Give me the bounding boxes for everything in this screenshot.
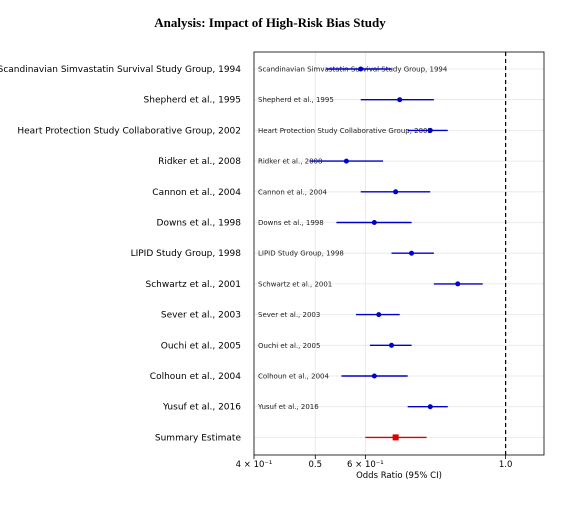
x-tick-label: 6 × 10⁻¹	[347, 460, 384, 470]
summary-label: Summary Estimate	[155, 433, 242, 443]
study-inline-label: Downs et al., 1998	[258, 219, 324, 227]
study-inline-label: Shepherd et al., 1995	[258, 96, 334, 104]
study-inline-label: Yusuf et al., 2016	[257, 403, 319, 411]
study-label: Cannon et al., 2004	[152, 188, 241, 198]
study-point	[389, 342, 395, 348]
study-label: Ouchi et al., 2005	[161, 341, 241, 351]
x-tick-label: 4 × 10⁻¹	[236, 460, 273, 470]
study-label: LIPID Study Group, 1998	[131, 249, 242, 259]
study-point	[455, 281, 461, 287]
study-label: Yusuf et al., 2016	[162, 403, 241, 413]
x-tick-label: 0.5	[309, 460, 323, 470]
x-axis: 4 × 10⁻¹ 0.5 6 × 10⁻¹ 1.0	[236, 455, 513, 470]
study-label: Schwartz et al., 2001	[146, 280, 241, 290]
study-inline-label: Ouchi et al., 2005	[258, 342, 320, 350]
study-point	[371, 220, 377, 225]
study-point	[427, 127, 433, 133]
x-tick-label: 1.0	[499, 460, 513, 470]
summary-marker	[392, 434, 399, 441]
study-point	[376, 312, 382, 318]
study-inline-label: Cannon et al., 2004	[258, 188, 328, 196]
study-point	[393, 189, 399, 195]
study-inline-label: Schwartz et al., 2001	[258, 280, 332, 288]
study-point	[409, 250, 415, 256]
study-label: Ridker et al., 2008	[158, 157, 241, 167]
chart-title: Analysis: Impact of High-Risk Bias Study	[154, 15, 386, 30]
study-inline-label: Heart Protection Study Collaborative Gro…	[258, 127, 432, 135]
study-inline-label: LIPID Study Group, 1998	[258, 250, 344, 258]
study-label: Scandinavian Simvastatin Survival Study …	[0, 65, 241, 75]
plot-frame	[253, 51, 545, 456]
study-label: Colhoun et al., 2004	[150, 372, 241, 382]
study-point	[358, 66, 364, 72]
study-inline-label: Ridker et al., 2008	[258, 158, 322, 166]
study-point	[397, 97, 403, 103]
study-point	[427, 404, 433, 410]
study-point	[371, 373, 377, 379]
study-point	[343, 158, 349, 164]
study-label: Downs et al., 1998	[157, 219, 242, 229]
x-axis-label: Odds Ratio (95% CI)	[356, 471, 442, 481]
study-label: Heart Protection Study Collaborative Gro…	[17, 126, 241, 136]
study-label: Sever et al., 2003	[161, 311, 241, 321]
study-inline-label: Sever et al., 2003	[258, 311, 320, 319]
study-inline-label: Colhoun et al., 2004	[258, 373, 329, 381]
study-rows: Scandinavian Simvastatin Survival Study …	[0, 52, 507, 455]
study-label: Shepherd et al., 1995	[144, 96, 241, 106]
